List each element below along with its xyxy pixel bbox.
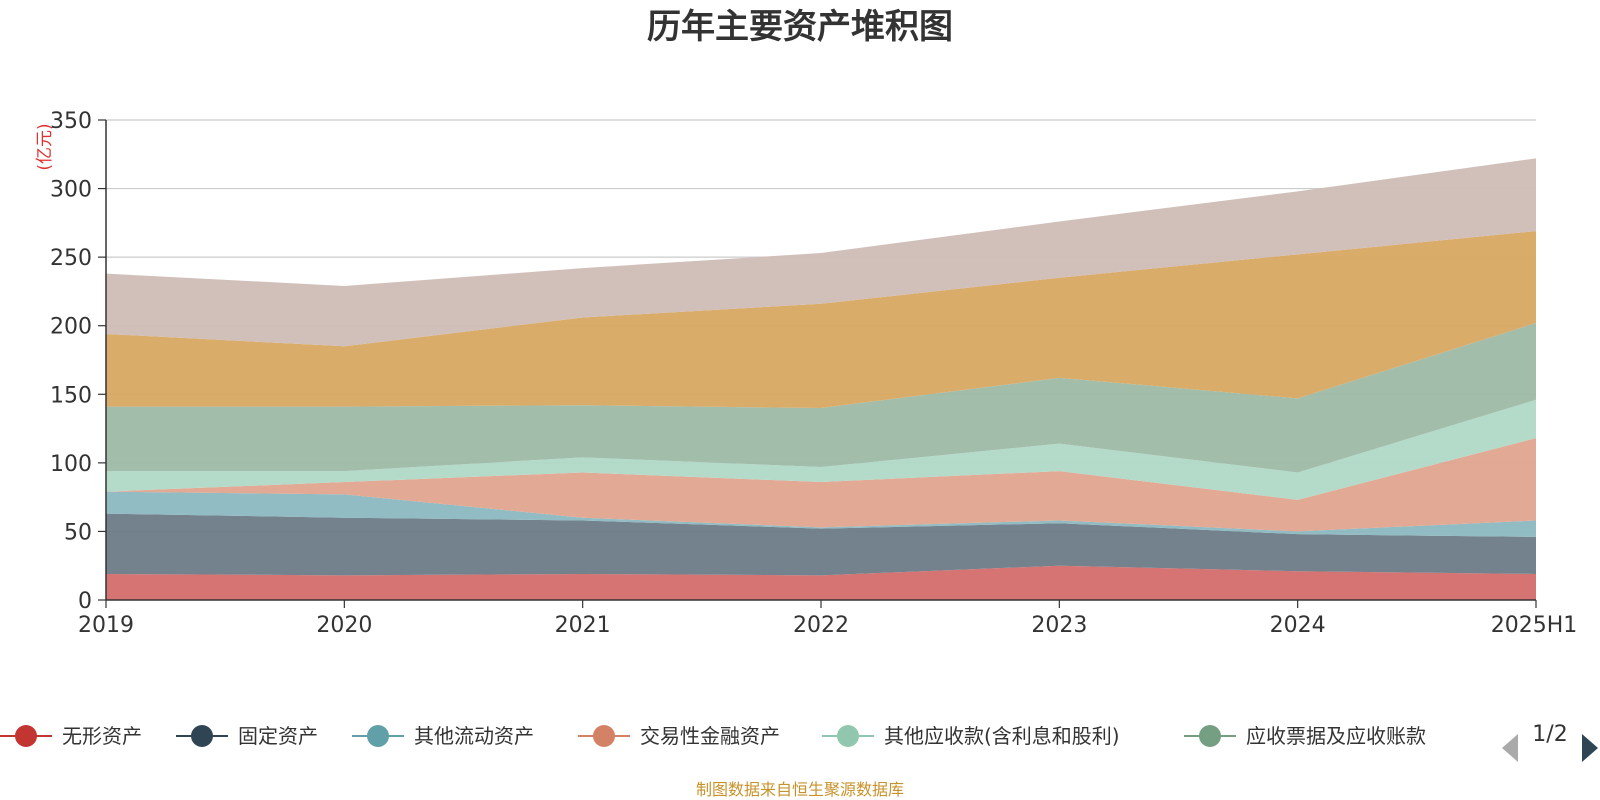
legend-marker (593, 725, 615, 747)
stacked-areas (106, 158, 1536, 600)
x-tick-label: 2025H1 (1491, 613, 1578, 638)
y-axis-ticks: 0 50 100 150 200 250 300 350 (50, 109, 106, 614)
x-tick-label: 2020 (316, 613, 372, 638)
legend-item[interactable]: 固定资产 (176, 724, 318, 748)
legend-next-icon[interactable] (1582, 734, 1598, 762)
legend-label: 其他流动资产 (414, 724, 534, 748)
y-tick-label: 350 (50, 109, 92, 134)
legend: 无形资产 固定资产 其他流动资产 交易性金融资产 其他应收款(含利息和股利) 应收票据及应… (0, 724, 1426, 748)
area-series-5 (106, 322, 1536, 473)
legend-label: 固定资产 (238, 724, 318, 748)
area-series-0 (106, 565, 1536, 600)
legend-marker (15, 725, 37, 747)
legend-label: 其他应收款(含利息和股利) (884, 724, 1120, 748)
legend-marker (1199, 725, 1221, 747)
y-tick-label: 250 (50, 246, 92, 271)
y-tick-label: 100 (50, 452, 92, 477)
legend-item[interactable]: 其他流动资产 (352, 724, 534, 748)
legend-pager: 1/2 (1502, 722, 1598, 762)
y-tick-label: 0 (78, 589, 92, 614)
legend-item[interactable]: 应收票据及应收账款 (1184, 724, 1426, 748)
legend-marker (837, 725, 859, 747)
area-series-3 (106, 438, 1536, 532)
legend-label: 交易性金融资产 (640, 724, 780, 748)
source-note: 制图数据来自恒生聚源数据库 (696, 780, 904, 799)
legend-item[interactable]: 无形资产 (0, 724, 142, 748)
chart-title: 历年主要资产堆积图 (647, 7, 953, 47)
y-unit-label: (亿元) (35, 123, 55, 170)
legend-marker (191, 725, 213, 747)
y-tick-label: 150 (50, 383, 92, 408)
area-series-2 (106, 491, 1536, 537)
x-tick-label: 2021 (555, 613, 611, 638)
area-series-1 (106, 513, 1536, 576)
y-tick-label: 200 (50, 315, 92, 340)
x-tick-label: 2023 (1031, 613, 1087, 638)
legend-marker (367, 725, 389, 747)
legend-prev-icon[interactable] (1502, 734, 1518, 762)
legend-page-indicator: 1/2 (1532, 722, 1567, 747)
area-series-7 (106, 158, 1536, 347)
x-axis-ticks: 2019 2020 2021 2022 2023 2024 2025H1 (78, 600, 1577, 638)
area-series-4 (106, 399, 1536, 500)
x-tick-label: 2024 (1270, 613, 1326, 638)
x-tick-label: 2019 (78, 613, 134, 638)
y-tick-label: 300 (50, 178, 92, 203)
area-series-6 (106, 231, 1536, 408)
y-tick-label: 50 (64, 520, 92, 545)
legend-label: 应收票据及应收账款 (1246, 724, 1426, 748)
legend-label: 无形资产 (62, 724, 142, 748)
x-tick-label: 2022 (793, 613, 849, 638)
legend-item[interactable]: 交易性金融资产 (578, 724, 780, 748)
legend-item[interactable]: 其他应收款(含利息和股利) (822, 724, 1120, 748)
